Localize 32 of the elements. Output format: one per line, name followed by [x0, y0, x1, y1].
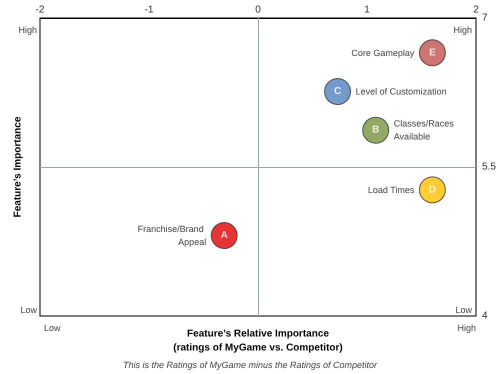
y-tick-label: 5.5 [482, 162, 496, 172]
data-label: D [428, 184, 436, 196]
point [324, 78, 352, 105]
point [210, 222, 238, 250]
series-label: Classes/Races Available [394, 118, 456, 142]
data-label: B [372, 124, 380, 136]
x-axis-title: Feature’s Relative Importance (ratings of MyGame vs. Competitor) [173, 328, 343, 354]
x-tick-label: -1 [144, 4, 154, 16]
point [418, 176, 446, 204]
series-label: Core Gameplay [351, 48, 415, 58]
x-tick-label: 2 [473, 4, 480, 16]
x-tick-label: 1 [364, 4, 370, 16]
annotation: High [453, 25, 472, 35]
text: This is the Ratings of MyGame minus the Ratings of Competitor [122, 360, 378, 370]
text: Low [20, 305, 38, 315]
series-label: Level of Customization [356, 86, 447, 97]
series-label: Load Times [368, 184, 415, 195]
data-label: E [429, 47, 436, 58]
text: High [457, 323, 476, 333]
x-tick-label: -2 [36, 4, 45, 16]
text: High [18, 25, 37, 35]
point [418, 39, 446, 66]
y-axis-title: Feature’s Importance [12, 116, 24, 218]
point [362, 116, 390, 144]
series-label: Franchise/Brand Appeal [138, 224, 206, 248]
data-label: C [334, 86, 342, 98]
x-tick-label: 0 [255, 4, 262, 16]
y-tick-label: 7 [482, 12, 488, 24]
data-label: A [220, 230, 228, 242]
annotation: Low [455, 305, 472, 315]
y-tick-label: 4 [482, 310, 488, 322]
text: Low [44, 323, 62, 333]
